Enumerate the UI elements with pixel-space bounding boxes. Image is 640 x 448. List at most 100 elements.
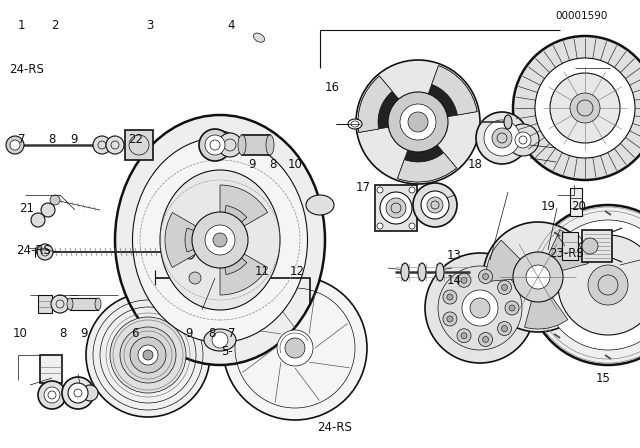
Circle shape <box>484 120 520 156</box>
Text: 8: 8 <box>269 158 276 172</box>
Circle shape <box>110 317 186 393</box>
Wedge shape <box>220 240 247 275</box>
Circle shape <box>447 316 453 322</box>
Circle shape <box>189 272 201 284</box>
Circle shape <box>51 295 69 313</box>
Ellipse shape <box>95 298 101 310</box>
Text: 11: 11 <box>255 264 269 278</box>
Ellipse shape <box>185 245 195 259</box>
Circle shape <box>93 136 111 154</box>
Bar <box>125 130 153 160</box>
Wedge shape <box>220 206 247 240</box>
Ellipse shape <box>132 138 307 343</box>
Text: 13: 13 <box>447 249 461 262</box>
Text: 9: 9 <box>70 133 78 146</box>
Text: 12: 12 <box>290 264 305 278</box>
Wedge shape <box>397 153 456 182</box>
Circle shape <box>427 197 443 213</box>
Ellipse shape <box>504 115 512 129</box>
Wedge shape <box>538 230 588 277</box>
Circle shape <box>356 60 480 184</box>
Wedge shape <box>418 65 477 122</box>
Circle shape <box>425 253 535 363</box>
Text: 8: 8 <box>60 327 67 340</box>
Circle shape <box>483 273 488 280</box>
Ellipse shape <box>160 170 280 310</box>
Circle shape <box>413 183 457 227</box>
Circle shape <box>462 290 498 326</box>
Circle shape <box>205 225 235 255</box>
Text: 9: 9 <box>248 158 256 172</box>
Wedge shape <box>165 212 220 267</box>
Circle shape <box>409 223 415 229</box>
Ellipse shape <box>401 263 409 281</box>
Ellipse shape <box>238 135 246 155</box>
Text: 21: 21 <box>19 202 34 215</box>
Wedge shape <box>220 185 268 240</box>
Circle shape <box>528 205 640 365</box>
Wedge shape <box>486 240 538 281</box>
Circle shape <box>130 337 166 373</box>
Text: 9: 9 <box>80 327 88 340</box>
Circle shape <box>457 329 471 343</box>
Wedge shape <box>432 65 477 115</box>
Ellipse shape <box>115 115 325 365</box>
Circle shape <box>505 301 519 315</box>
Circle shape <box>502 284 508 290</box>
Text: 19: 19 <box>541 199 556 213</box>
Text: 15: 15 <box>595 372 610 385</box>
Ellipse shape <box>67 298 73 310</box>
Circle shape <box>483 222 593 332</box>
Text: 1: 1 <box>18 19 26 33</box>
Ellipse shape <box>266 135 274 155</box>
Ellipse shape <box>436 263 444 281</box>
Circle shape <box>502 326 508 332</box>
Circle shape <box>218 133 242 157</box>
Text: 23-RS: 23-RS <box>549 246 584 260</box>
Text: 00001590: 00001590 <box>556 11 608 21</box>
Bar <box>582 230 612 262</box>
Text: 3: 3 <box>146 19 154 33</box>
Text: 4: 4 <box>227 19 235 33</box>
Circle shape <box>479 332 493 346</box>
Circle shape <box>386 198 406 218</box>
Circle shape <box>285 338 305 358</box>
Circle shape <box>41 203 55 217</box>
Circle shape <box>143 350 153 360</box>
Text: 9: 9 <box>186 327 193 340</box>
Text: 18: 18 <box>467 158 482 172</box>
Circle shape <box>447 294 453 300</box>
Circle shape <box>492 128 512 148</box>
Circle shape <box>50 195 60 205</box>
Circle shape <box>86 293 210 417</box>
Circle shape <box>277 330 313 366</box>
Circle shape <box>31 213 45 227</box>
Wedge shape <box>358 76 418 133</box>
Text: 10: 10 <box>13 327 28 340</box>
Text: 7: 7 <box>18 133 26 146</box>
Circle shape <box>483 336 488 343</box>
Circle shape <box>380 192 412 224</box>
Circle shape <box>409 187 415 193</box>
Text: 24-RS: 24-RS <box>16 244 51 258</box>
Circle shape <box>212 134 228 150</box>
Bar <box>242 135 270 155</box>
Circle shape <box>526 265 550 289</box>
Circle shape <box>68 383 88 403</box>
Ellipse shape <box>204 131 236 153</box>
Circle shape <box>558 235 640 335</box>
Ellipse shape <box>253 158 264 167</box>
Circle shape <box>509 305 515 311</box>
Circle shape <box>82 385 98 401</box>
Circle shape <box>535 58 635 158</box>
Circle shape <box>120 327 176 383</box>
Text: 16: 16 <box>325 81 340 94</box>
Wedge shape <box>525 277 568 329</box>
Circle shape <box>62 377 94 409</box>
Bar <box>375 185 417 231</box>
Circle shape <box>377 187 383 193</box>
Circle shape <box>570 93 600 123</box>
Circle shape <box>421 191 449 219</box>
Circle shape <box>213 233 227 247</box>
Circle shape <box>497 322 511 336</box>
